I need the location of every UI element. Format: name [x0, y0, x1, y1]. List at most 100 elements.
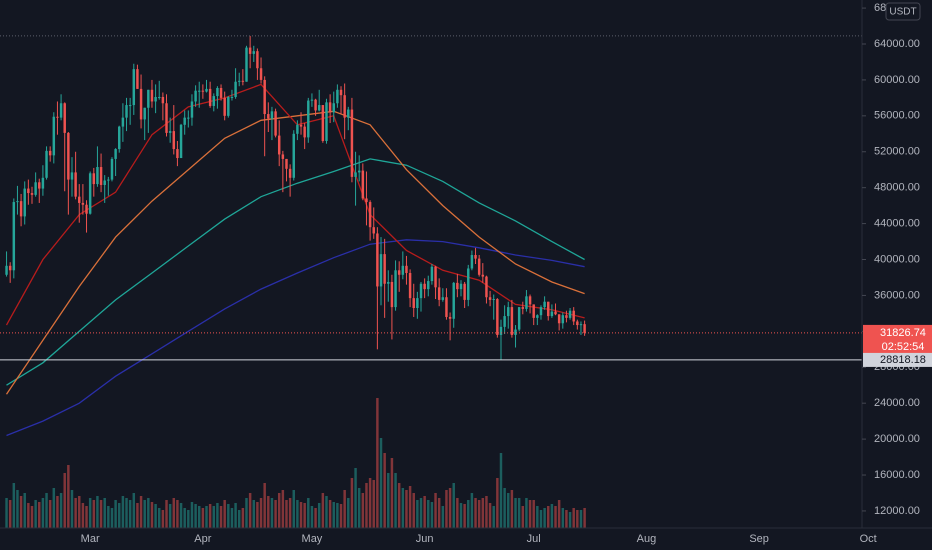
candle-body	[125, 105, 128, 118]
currency-label: USDT	[889, 7, 916, 18]
volume-bar	[459, 503, 463, 528]
volume-bar	[448, 488, 452, 528]
candle-body	[365, 198, 368, 203]
volume-bar	[467, 500, 470, 528]
candle-body	[252, 51, 256, 54]
volume-bar	[379, 438, 383, 528]
volume-bar	[245, 498, 248, 528]
candle-body	[74, 172, 77, 197]
volume-bar	[78, 496, 81, 528]
volume-bar	[347, 498, 350, 528]
volume-bar	[288, 498, 292, 528]
candle-body	[572, 310, 575, 322]
candle-body	[536, 315, 539, 318]
candle-body	[496, 299, 499, 335]
candle-body	[354, 172, 357, 177]
candle-body	[78, 196, 81, 203]
candle-body	[281, 154, 285, 159]
candle-body	[219, 88, 223, 98]
candle-body	[514, 329, 517, 335]
candle-body	[576, 321, 579, 326]
volume-bar	[168, 504, 172, 528]
moving-average	[6, 239, 585, 437]
candle-body	[234, 81, 237, 97]
volume-bar	[507, 493, 510, 528]
volume-bar	[521, 506, 525, 528]
volume-bar	[41, 498, 45, 528]
volume-bar	[219, 506, 223, 528]
candle-body	[285, 158, 288, 169]
y-tick-label: 36000.00	[874, 289, 920, 301]
candle-body	[547, 301, 550, 317]
volume-bar	[528, 500, 532, 528]
candle-body	[45, 150, 48, 178]
volume-bar	[205, 506, 208, 528]
volume-bar	[154, 504, 157, 528]
x-tick-label: Jun	[416, 533, 434, 545]
candle-body	[419, 283, 423, 299]
volume-bar	[416, 500, 419, 528]
candle-body	[147, 89, 150, 108]
volume-bar	[121, 496, 125, 528]
volume-bar	[525, 498, 528, 528]
volume-bar	[59, 493, 63, 528]
volume-bar	[132, 493, 136, 528]
candle-body	[143, 107, 146, 120]
candle-body	[434, 266, 437, 288]
y-tick-label: 16000.00	[874, 469, 920, 481]
candle-body	[517, 307, 521, 330]
volume-bar	[339, 504, 343, 528]
candle-body	[416, 298, 419, 308]
volume-bar	[67, 465, 70, 528]
volume-bar	[492, 506, 495, 528]
currency-badge	[885, 2, 921, 21]
candle-body	[528, 296, 532, 305]
volume-bar	[194, 504, 197, 528]
plot-area	[0, 35, 862, 528]
volume-bar	[23, 493, 26, 528]
volume-bar	[274, 500, 277, 528]
candle-body	[347, 109, 350, 118]
candle-body	[579, 324, 583, 326]
volume-bar	[445, 490, 448, 528]
volume-bar	[267, 496, 270, 528]
y-tick-label: 24000.00	[874, 397, 920, 409]
candle-body	[227, 96, 230, 116]
candle-body	[267, 114, 270, 119]
volume-bar	[310, 506, 314, 528]
candle-body	[317, 105, 321, 111]
candle-body	[288, 168, 292, 178]
volume-bar	[234, 503, 237, 528]
volume-bar	[107, 506, 110, 528]
volume-bar	[63, 473, 66, 528]
volume-bar	[230, 508, 234, 528]
y-tick-label: 44000.00	[874, 217, 920, 229]
volume-bar	[248, 493, 252, 528]
candle-body	[357, 170, 361, 173]
volume-bar	[92, 500, 96, 528]
candle-body	[456, 282, 459, 290]
volume-bar	[423, 496, 426, 528]
candle-body	[136, 69, 139, 89]
x-tick-label: Oct	[860, 533, 877, 545]
candle-body	[121, 117, 125, 127]
candle-body	[30, 193, 34, 195]
candle-body	[303, 126, 306, 138]
candle-body	[139, 88, 143, 120]
volume-bar	[99, 500, 103, 528]
volume-bar	[5, 498, 8, 528]
volume-bar	[165, 500, 168, 528]
candle-body	[307, 100, 310, 138]
volume-bar	[543, 508, 546, 528]
volume-bar	[118, 503, 121, 528]
y-tick-label: 20000.00	[874, 433, 920, 445]
candle-body	[332, 103, 335, 113]
volume-bar	[136, 503, 139, 528]
volume-bar	[554, 506, 557, 528]
candle-body	[401, 265, 405, 275]
candle-body	[263, 79, 266, 115]
candle-body	[561, 315, 565, 324]
volume-bar	[430, 502, 434, 528]
